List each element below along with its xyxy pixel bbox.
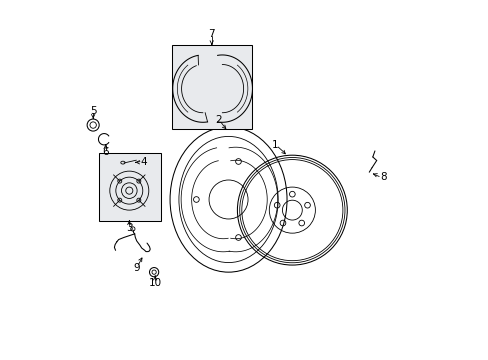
Text: 2: 2 — [215, 116, 222, 125]
Bar — [99, 153, 161, 221]
Text: 10: 10 — [148, 278, 162, 288]
Bar — [171, 45, 251, 129]
Text: 3: 3 — [126, 223, 132, 233]
Text: 5: 5 — [90, 106, 96, 116]
Text: 8: 8 — [379, 172, 386, 182]
Text: 6: 6 — [102, 147, 109, 157]
Text: 4: 4 — [140, 157, 146, 167]
Text: 1: 1 — [271, 140, 277, 149]
Text: 9: 9 — [133, 263, 140, 273]
Text: 7: 7 — [208, 28, 215, 39]
